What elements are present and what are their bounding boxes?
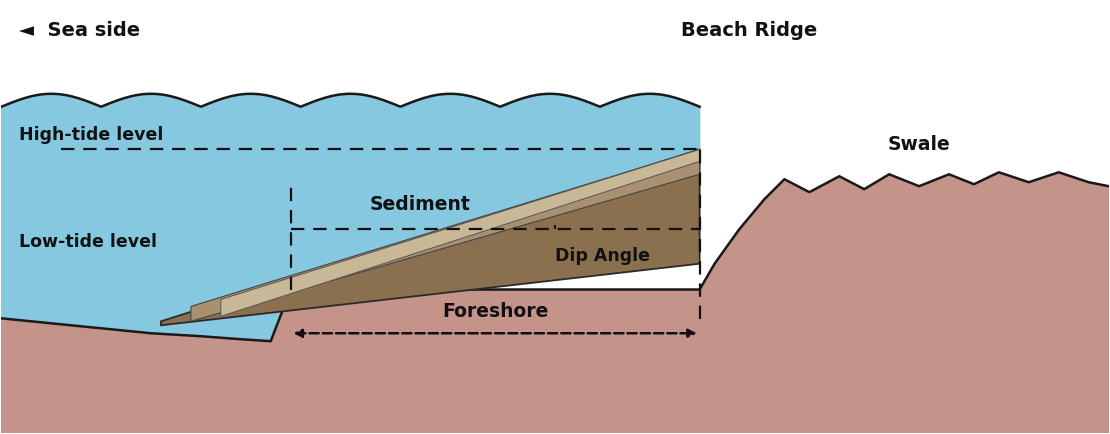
- Polygon shape: [1, 107, 699, 341]
- Polygon shape: [1, 94, 699, 107]
- Text: Swale: Swale: [888, 135, 950, 154]
- Text: High-tide level: High-tide level: [19, 126, 163, 145]
- Text: Foreshore: Foreshore: [442, 302, 548, 321]
- Text: Beach Ridge: Beach Ridge: [682, 21, 818, 39]
- Text: ◄  Sea side: ◄ Sea side: [19, 21, 141, 39]
- Polygon shape: [221, 149, 699, 316]
- Polygon shape: [161, 149, 699, 326]
- Text: Low-tide level: Low-tide level: [19, 233, 158, 251]
- Polygon shape: [1, 172, 1109, 433]
- Polygon shape: [191, 149, 699, 321]
- Text: Sediment: Sediment: [370, 194, 471, 214]
- Text: Dip Angle: Dip Angle: [555, 247, 650, 265]
